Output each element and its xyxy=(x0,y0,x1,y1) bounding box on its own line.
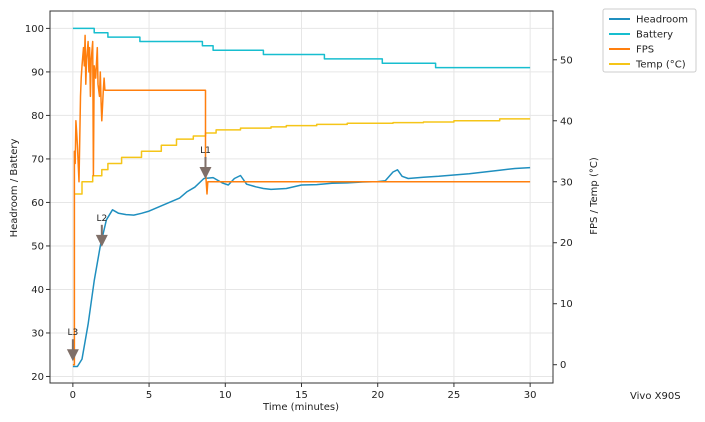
y-left-tick-label: 60 xyxy=(31,198,44,209)
y-right-tick-label: 50 xyxy=(560,55,573,66)
y-left-tick-label: 70 xyxy=(31,154,44,165)
annotation-arrow-head xyxy=(66,349,79,362)
y-left-tick-label: 100 xyxy=(25,24,44,35)
series-lines xyxy=(72,27,531,368)
grid-lines xyxy=(50,11,553,383)
y-left-tick-label: 20 xyxy=(31,372,44,383)
series-line-fps xyxy=(72,34,531,366)
y-left-axis-label: Headroom / Battery xyxy=(9,139,20,238)
x-tick-label: 10 xyxy=(219,390,232,401)
y-right-ticks: 0 10 20 30 40 50 xyxy=(553,55,573,371)
annotation-arrow-head xyxy=(95,234,108,247)
y-left-tick-label: 80 xyxy=(31,111,44,122)
y-right-tick-label: 0 xyxy=(560,360,566,371)
x-tick-label: 30 xyxy=(524,390,537,401)
legend-label: Temp (°C) xyxy=(635,60,686,71)
x-tick-label: 25 xyxy=(448,390,461,401)
annotation-label: L3 xyxy=(67,328,78,338)
legend: Headroom Battery FPS Temp (°C) xyxy=(602,8,697,73)
y-right-tick-label: 40 xyxy=(560,116,573,127)
series-line-temp-c xyxy=(74,118,531,195)
x-tick-label: 20 xyxy=(371,390,384,401)
legend-label: Headroom xyxy=(636,15,688,26)
y-right-tick-label: 10 xyxy=(560,299,573,310)
device-label: Vivo X90S xyxy=(630,391,681,402)
annotation-arrow-head xyxy=(199,166,212,179)
x-tick-label: 0 xyxy=(70,390,76,401)
x-tick-label: 5 xyxy=(146,390,152,401)
y-left-tick-label: 30 xyxy=(31,328,44,339)
y-left-tick-label: 90 xyxy=(31,67,44,78)
y-left-ticks: 20 30 40 50 60 70 80 90 100 xyxy=(25,24,50,383)
y-right-axis-label: FPS / Temp (°C) xyxy=(589,157,600,235)
annotation-label: L2 xyxy=(96,214,107,224)
y-right-tick-label: 20 xyxy=(560,238,573,249)
annotation-markers: L3 L2 L1 xyxy=(66,146,212,362)
x-tick-label: 15 xyxy=(295,390,308,401)
legend-label: FPS xyxy=(636,45,654,56)
series-line-battery xyxy=(72,27,531,69)
y-right-tick-label: 30 xyxy=(560,177,573,188)
legend-box xyxy=(602,8,697,73)
annotation-label: L1 xyxy=(200,146,211,156)
y-left-tick-label: 50 xyxy=(31,241,44,252)
x-axis-label: Time (minutes) xyxy=(262,402,339,413)
y-left-tick-label: 40 xyxy=(31,285,44,296)
series-line-headroom xyxy=(72,166,531,368)
legend-label: Battery xyxy=(636,30,673,41)
x-ticks: 0 5 10 15 20 25 30 xyxy=(70,383,537,401)
